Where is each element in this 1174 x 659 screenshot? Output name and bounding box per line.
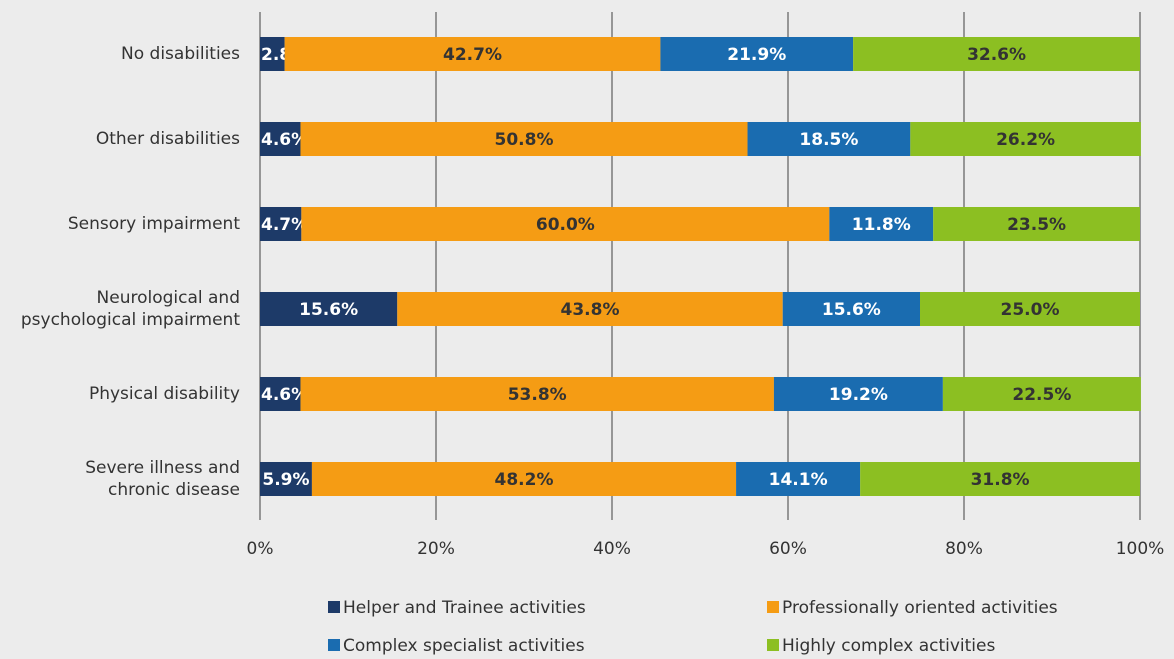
value-label: 50.8% bbox=[495, 130, 554, 150]
x-tick-label: 40% bbox=[593, 539, 631, 559]
value-label: 15.6% bbox=[299, 300, 358, 320]
bar-segment bbox=[853, 37, 1140, 71]
legend-label: Complex specialist activities bbox=[343, 636, 585, 656]
bar-segment bbox=[300, 122, 748, 156]
bar-segment bbox=[920, 292, 1140, 326]
value-label: 42.7% bbox=[443, 45, 502, 65]
value-label: 48.2% bbox=[495, 470, 554, 490]
value-label: 4.7% bbox=[261, 215, 308, 235]
category-label: No disabilities bbox=[121, 44, 240, 64]
value-label: 53.8% bbox=[508, 385, 567, 405]
bar-segment bbox=[311, 462, 737, 496]
bar-segment bbox=[397, 292, 783, 326]
bar-segment bbox=[260, 292, 398, 326]
legend-label: Professionally oriented activities bbox=[782, 598, 1058, 618]
bar-segment bbox=[260, 122, 301, 156]
value-label: 25.0% bbox=[1001, 300, 1060, 320]
legend-marker bbox=[328, 639, 340, 651]
x-tick-label: 0% bbox=[247, 539, 274, 559]
value-label: 43.8% bbox=[561, 300, 620, 320]
bar-segment bbox=[747, 122, 911, 156]
bar-segment bbox=[660, 37, 854, 71]
value-label: 60.0% bbox=[536, 215, 595, 235]
bar-segment bbox=[284, 37, 661, 71]
value-label: 26.2% bbox=[996, 130, 1055, 150]
value-label: 19.2% bbox=[829, 385, 888, 405]
value-label: 18.5% bbox=[799, 130, 858, 150]
legend-label: Highly complex activities bbox=[782, 636, 995, 656]
value-label: 4.6% bbox=[261, 130, 308, 150]
value-label: 21.9% bbox=[727, 45, 786, 65]
category-label: Severe illness and chronic disease bbox=[85, 458, 240, 500]
bar-segment bbox=[300, 377, 774, 411]
bar-segment bbox=[301, 207, 830, 241]
x-tick-label: 60% bbox=[769, 539, 807, 559]
legend-label: Helper and Trainee activities bbox=[343, 598, 586, 618]
value-label: 32.6% bbox=[967, 45, 1026, 65]
bar-segment bbox=[933, 207, 1140, 241]
bar-segment bbox=[910, 122, 1141, 156]
x-tick-label: 80% bbox=[945, 539, 983, 559]
bar-segment bbox=[260, 377, 301, 411]
value-label: 23.5% bbox=[1007, 215, 1066, 235]
value-label: 14.1% bbox=[769, 470, 828, 490]
x-tick-label: 100% bbox=[1116, 539, 1165, 559]
bar-segment bbox=[782, 292, 920, 326]
bar-segment bbox=[736, 462, 861, 496]
value-label: 15.6% bbox=[822, 300, 881, 320]
bar-segment bbox=[773, 377, 943, 411]
bar-segment bbox=[260, 207, 302, 241]
value-label: 22.5% bbox=[1012, 385, 1071, 405]
legend-marker bbox=[328, 601, 340, 613]
bar-segment bbox=[260, 37, 285, 71]
value-label: 4.6% bbox=[261, 385, 308, 405]
bar-segment bbox=[942, 377, 1141, 411]
bar-segment bbox=[829, 207, 934, 241]
bar-segment bbox=[860, 462, 1140, 496]
category-label: Physical disability bbox=[88, 384, 240, 404]
value-label: 5.9% bbox=[262, 470, 309, 490]
bar-segment bbox=[260, 462, 312, 496]
value-label: 11.8% bbox=[852, 215, 911, 235]
legend-marker bbox=[767, 639, 779, 651]
x-tick-label: 20% bbox=[417, 539, 455, 559]
legend-marker bbox=[767, 601, 779, 613]
category-label: Neurological and psychological impairmen… bbox=[20, 288, 240, 330]
value-label: 31.8% bbox=[971, 470, 1030, 490]
category-label: Sensory impairment bbox=[67, 214, 240, 234]
category-label: Other disabilities bbox=[95, 129, 240, 149]
